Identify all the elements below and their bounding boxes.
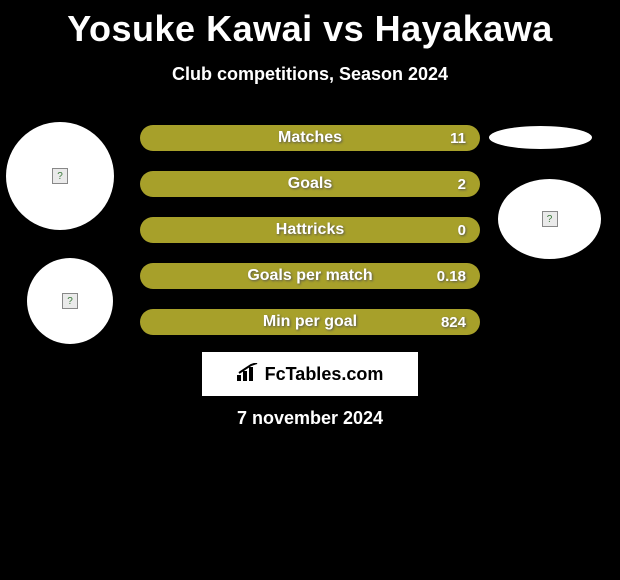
stat-label: Goals per match bbox=[247, 267, 372, 285]
stat-row-min-per-goal: Min per goal 824 bbox=[140, 309, 480, 335]
stat-value: 0.18 bbox=[437, 268, 466, 285]
subtitle: Club competitions, Season 2024 bbox=[0, 64, 620, 85]
stat-label: Goals bbox=[288, 175, 332, 193]
image-placeholder-icon: ? bbox=[62, 293, 78, 309]
player-photo-right-ellipse bbox=[489, 126, 592, 149]
stat-value: 2 bbox=[458, 176, 466, 193]
image-placeholder-icon: ? bbox=[542, 211, 558, 227]
stats-container: Matches 11 Goals 2 Hattricks 0 Goals per… bbox=[140, 125, 480, 355]
stat-row-matches: Matches 11 bbox=[140, 125, 480, 151]
player-photo-left-large: ? bbox=[6, 122, 114, 230]
stat-value: 824 bbox=[441, 314, 466, 331]
stat-row-hattricks: Hattricks 0 bbox=[140, 217, 480, 243]
stat-row-goals: Goals 2 bbox=[140, 171, 480, 197]
player-photo-right: ? bbox=[498, 179, 601, 259]
brand-text: FcTables.com bbox=[265, 364, 384, 385]
stat-label: Min per goal bbox=[263, 313, 357, 331]
brand-box: FcTables.com bbox=[202, 352, 418, 396]
stat-row-goals-per-match: Goals per match 0.18 bbox=[140, 263, 480, 289]
stat-value: 11 bbox=[450, 130, 466, 147]
stat-label: Matches bbox=[278, 129, 342, 147]
image-placeholder-icon: ? bbox=[52, 168, 68, 184]
stat-label: Hattricks bbox=[276, 221, 344, 239]
bar-chart-icon bbox=[237, 363, 259, 386]
date-text: 7 november 2024 bbox=[0, 408, 620, 429]
stat-value: 0 bbox=[458, 222, 466, 239]
player-photo-left-small: ? bbox=[27, 258, 113, 344]
page-title: Yosuke Kawai vs Hayakawa bbox=[0, 0, 620, 50]
